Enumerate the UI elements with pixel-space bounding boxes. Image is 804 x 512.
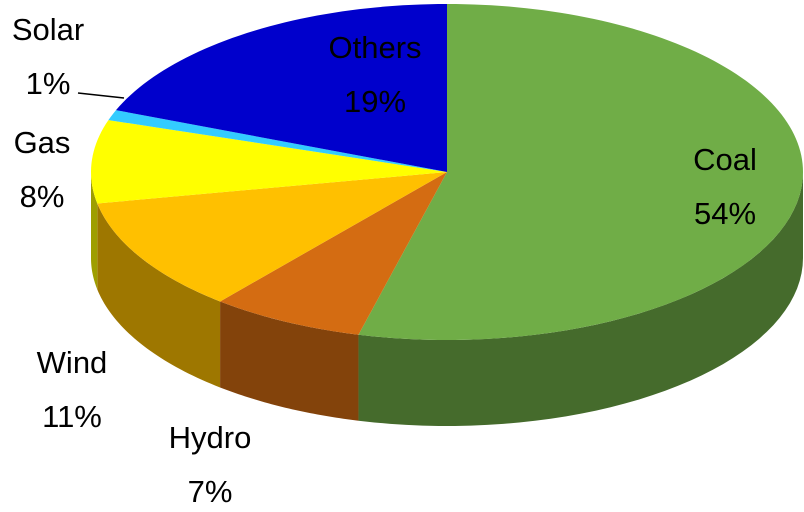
slice-label: Wind <box>37 345 108 380</box>
slice-side <box>91 172 98 290</box>
slice-label: Coal <box>693 142 757 177</box>
leader-line <box>77 92 125 99</box>
slice <box>91 120 448 204</box>
slice-side <box>358 172 803 426</box>
slice-value-label: 19% <box>344 84 406 119</box>
slice-value-label: 11% <box>42 399 102 434</box>
slice <box>220 172 447 335</box>
slice-side <box>97 203 221 388</box>
slice <box>358 4 803 340</box>
slice-label: Gas <box>14 125 71 160</box>
slice-value-label: 8% <box>20 179 65 214</box>
slice-label: Others <box>328 30 421 65</box>
slice <box>97 172 448 302</box>
slice <box>115 4 447 172</box>
slice-value-label: 7% <box>188 474 233 509</box>
slice-side <box>220 301 359 421</box>
slice-label: Hydro <box>169 420 252 455</box>
slice <box>108 110 447 172</box>
slice-value-label: 1% <box>26 66 71 101</box>
slice-label: Solar <box>12 12 84 47</box>
slice-value-label: 54% <box>694 196 756 231</box>
